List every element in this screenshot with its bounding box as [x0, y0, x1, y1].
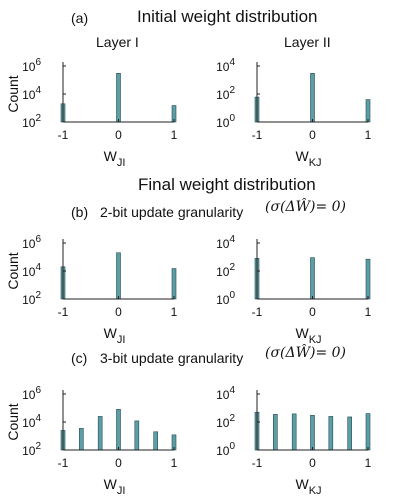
- panel-c-description: 3-bit update granularity: [100, 350, 244, 366]
- x-tick-label: 0: [115, 305, 122, 319]
- x-tick-label: -1: [58, 305, 69, 319]
- bar: [134, 420, 140, 451]
- x-tick-label: -1: [58, 128, 69, 142]
- panel-c-label: (c): [71, 350, 88, 366]
- y-tick-label: 102: [216, 262, 235, 279]
- chart-a-right: 104 102 100 -1 0 1 WKJ: [216, 57, 372, 169]
- y-tick-label: 104: [216, 385, 235, 402]
- y-tick-label: 106: [22, 234, 41, 251]
- y-tick-label: 104: [216, 57, 235, 74]
- y-tick-label: 102: [216, 413, 235, 430]
- chart-b-left: 106 104 102 -1 0 1 WJI Count: [5, 234, 178, 346]
- y-tick-label: 102: [22, 290, 41, 307]
- panel-a-label: (a): [71, 10, 89, 26]
- y-axis-label: Count: [5, 75, 21, 112]
- bar: [171, 268, 177, 300]
- x-tick-label: -1: [252, 305, 263, 319]
- x-tick-label: 1: [365, 305, 372, 319]
- x-tick-label: 0: [115, 128, 122, 142]
- x-tick-label: 1: [171, 128, 178, 142]
- x-tick-label: 0: [309, 456, 316, 470]
- panel-b-description: 2-bit update granularity: [100, 204, 244, 220]
- y-tick-label: 100: [216, 113, 235, 130]
- y-tick-label: 104: [216, 234, 235, 251]
- x-axis-label: WJI: [104, 476, 126, 497]
- panel-b-label: (b): [71, 204, 89, 220]
- y-tick-label: 104: [22, 85, 41, 102]
- bar: [79, 428, 84, 451]
- bar: [291, 413, 297, 451]
- bar: [116, 252, 121, 300]
- bar: [328, 416, 334, 451]
- bar: [365, 258, 371, 300]
- y-tick-label: 100: [216, 290, 235, 307]
- x-tick-label: -1: [252, 456, 263, 470]
- x-axis-label: WJI: [104, 325, 126, 346]
- x-tick-label: 0: [115, 456, 122, 470]
- chart-a-left: 106 104 102 -1 0 1 WJI Count: [5, 57, 178, 169]
- x-axis-label: WKJ: [295, 148, 321, 169]
- y-tick-label: 106: [22, 385, 41, 402]
- final-distribution-title: Final weight distribution: [138, 175, 316, 194]
- y-tick-label: 102: [216, 85, 235, 102]
- x-axis-label: WJI: [104, 148, 126, 169]
- bar: [116, 409, 121, 451]
- y-axis-label: Count: [5, 252, 21, 289]
- y-axis-label: Count: [5, 403, 21, 440]
- x-axis-label: WKJ: [295, 476, 321, 497]
- x-tick-label: 0: [309, 128, 316, 142]
- x-tick-label: 1: [171, 305, 178, 319]
- y-tick-label: 104: [22, 413, 41, 430]
- bar: [116, 73, 121, 123]
- chart-b-right: 104 102 100 -1 0 1 WKJ: [216, 234, 372, 346]
- layer-1-label: Layer I: [96, 34, 139, 50]
- bar: [310, 257, 315, 300]
- bar: [310, 415, 315, 451]
- layer-2-label: Layer II: [284, 34, 331, 50]
- panel-c-formula: (σ(ΔŴ)= 0): [265, 345, 346, 361]
- y-tick-label: 102: [22, 113, 41, 130]
- bar: [365, 413, 371, 451]
- y-tick-label: 104: [22, 262, 41, 279]
- x-tick-label: -1: [58, 456, 69, 470]
- y-tick-label: 102: [22, 441, 41, 458]
- bar: [153, 431, 158, 451]
- chart-c-right: 104 102 100 -1 0 1 WKJ: [216, 385, 372, 497]
- x-tick-label: 0: [309, 305, 316, 319]
- bar: [97, 416, 103, 451]
- initial-distribution-title: Initial weight distribution: [137, 7, 318, 26]
- panel-b-formula: (σ(ΔŴ)= 0): [265, 199, 346, 215]
- bar: [273, 414, 278, 451]
- y-tick-label: 106: [22, 57, 41, 74]
- bar: [310, 73, 315, 123]
- x-tick-label: 1: [365, 128, 372, 142]
- bar: [347, 416, 352, 451]
- bar: [365, 99, 371, 123]
- x-tick-label: 1: [171, 456, 178, 470]
- x-axis-label: WKJ: [295, 325, 321, 346]
- x-tick-label: 1: [365, 456, 372, 470]
- x-tick-label: -1: [252, 128, 263, 142]
- y-tick-label: 100: [216, 441, 235, 458]
- chart-c-left: 106 104 102 -1 0 1 WJI Count: [5, 385, 178, 497]
